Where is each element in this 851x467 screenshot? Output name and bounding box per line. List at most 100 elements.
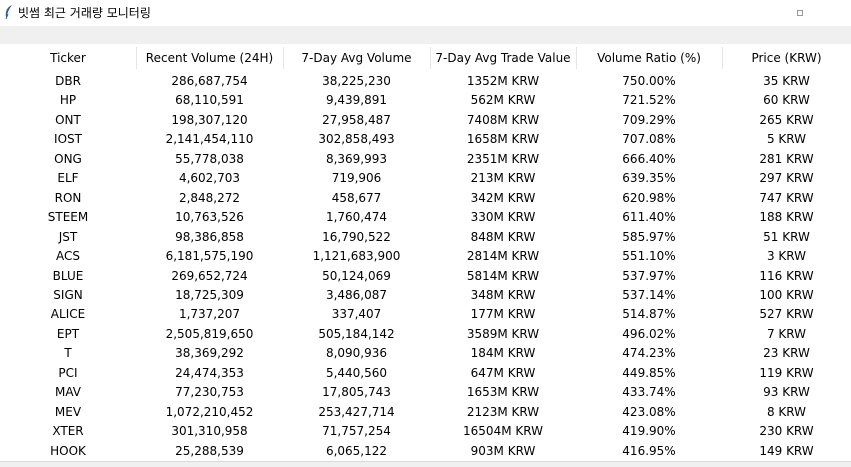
table-row[interactable]: ONT 198,307,120 27,958,487 7408M KRW 709.29%…: [0, 111, 851, 130]
column-header-avg-volume[interactable]: 7-Day Avg Volume: [301, 51, 412, 65]
cell-volume-ratio: 423.08%: [622, 404, 676, 419]
cell-avg-volume: 8,369,993: [325, 151, 388, 166]
cell-recent-volume: 10,763,526: [175, 210, 244, 225]
cell-ticker: T: [64, 346, 72, 361]
cell-volume-ratio: 419.90%: [622, 424, 676, 439]
cell-avg-volume: 1,121,683,900: [312, 249, 401, 264]
table-row[interactable]: JST 98,386,858 16,790,522 848M KRW 585.97% 51…: [0, 228, 851, 247]
cell-avg-trade-value: 647M KRW: [470, 365, 536, 380]
feather-icon: [5, 5, 12, 20]
table-row[interactable]: EPT 2,505,819,650 505,184,142 3589M KRW 496.…: [0, 325, 851, 344]
table-row[interactable]: IOST 2,141,454,110 302,858,493 1658M KRW 707…: [0, 130, 851, 149]
table-row[interactable]: MAV 77,230,753 17,805,743 1653M KRW 433.74% 9…: [0, 383, 851, 402]
table-row[interactable]: SIGN 18,725,309 3,486,087 348M KRW 537.14% 10…: [0, 286, 851, 305]
column-header-ticker[interactable]: Ticker: [50, 51, 86, 65]
cell-price: 116 KRW: [759, 268, 814, 283]
column-header-price[interactable]: Price (KRW): [751, 51, 822, 65]
cell-ticker: MAV: [54, 385, 81, 400]
table-header: Ticker Recent Volume (24H) 7-Day Avg Vol…: [0, 44, 851, 72]
cell-volume-ratio: 433.74%: [622, 385, 676, 400]
cell-recent-volume: 2,505,819,650: [165, 326, 254, 341]
cell-avg-volume: 505,184,142: [318, 326, 395, 341]
cell-ticker: ELF: [57, 171, 79, 186]
cell-price: 230 KRW: [759, 424, 814, 439]
cell-avg-trade-value: 348M KRW: [470, 287, 536, 302]
cell-price: 119 KRW: [759, 365, 814, 380]
cell-ticker: XTER: [52, 424, 84, 439]
cell-avg-volume: 3,486,087: [325, 287, 388, 302]
cell-volume-ratio: 721.52%: [622, 93, 676, 108]
cell-avg-volume: 8,090,936: [325, 346, 388, 361]
cell-recent-volume: 55,778,038: [175, 151, 244, 166]
column-separator[interactable]: [430, 47, 431, 69]
cell-recent-volume: 98,386,858: [175, 229, 244, 244]
cell-volume-ratio: 639.35%: [622, 171, 676, 186]
cell-volume-ratio: 496.02%: [622, 326, 676, 341]
cell-volume-ratio: 611.40%: [622, 210, 676, 225]
table-row[interactable]: DBR 286,687,754 38,225,230 1352M KRW 750.00%…: [0, 72, 851, 91]
maximize-button[interactable]: [777, 0, 823, 26]
cell-ticker: DBR: [55, 74, 81, 88]
cell-ticker: ONG: [54, 151, 82, 166]
column-header-avg-trade-value[interactable]: 7-Day Avg Trade Value: [435, 51, 571, 65]
cell-recent-volume: 1,072,210,452: [165, 404, 254, 419]
cell-price: 297 KRW: [759, 171, 814, 186]
cell-recent-volume: 24,474,353: [175, 365, 244, 380]
table-row[interactable]: XTER 301,310,958 71,757,254 16504M KRW 419.9…: [0, 422, 851, 441]
cell-avg-trade-value: 213M KRW: [470, 171, 536, 186]
column-header-volume-ratio[interactable]: Volume Ratio (%): [597, 51, 701, 65]
column-header-recent-volume[interactable]: Recent Volume (24H): [145, 51, 274, 65]
column-separator[interactable]: [283, 47, 284, 69]
cell-volume-ratio: 620.98%: [622, 190, 676, 205]
cell-recent-volume: 18,725,309: [175, 287, 244, 302]
cell-price: 35 KRW: [763, 74, 810, 88]
table-row[interactable]: BLUE 269,652,724 50,124,069 5814M KRW 537.97…: [0, 267, 851, 286]
table-row[interactable]: T 38,369,292 8,090,936 184M KRW 474.23% 23 KR…: [0, 344, 851, 363]
cell-price: 5 KRW: [766, 132, 807, 147]
cell-recent-volume: 6,181,575,190: [165, 249, 254, 264]
cell-volume-ratio: 537.14%: [622, 287, 676, 302]
cell-avg-trade-value: 342M KRW: [470, 190, 536, 205]
cell-price: 149 KRW: [759, 443, 814, 458]
table-row[interactable]: ACS 6,181,575,190 1,121,683,900 2814M KRW 55…: [0, 247, 851, 266]
cell-price: 527 KRW: [759, 307, 814, 322]
column-separator[interactable]: [576, 47, 577, 69]
cell-recent-volume: 286,687,754: [171, 74, 248, 88]
horizontal-scrollbar[interactable]: [0, 461, 851, 467]
menu-strip: [0, 26, 851, 44]
cell-price: 3 KRW: [766, 249, 807, 264]
maximize-icon: [797, 10, 803, 16]
cell-avg-trade-value: 5814M KRW: [466, 268, 540, 283]
cell-price: 188 KRW: [759, 210, 814, 225]
table-row[interactable]: HOOK 25,288,539 6,065,122 903M KRW 416.95% 14…: [0, 442, 851, 461]
cell-ticker: HP: [59, 93, 77, 108]
cell-avg-volume: 253,427,714: [318, 404, 395, 419]
cell-ticker: BLUE: [52, 268, 84, 283]
cell-price: 51 KRW: [763, 229, 810, 244]
volume-table[interactable]: Ticker Recent Volume (24H) 7-Day Avg Vol…: [0, 44, 851, 461]
column-separator[interactable]: [136, 47, 137, 69]
table-row[interactable]: PCI 24,474,353 5,440,560 647M KRW 449.85% 119…: [0, 364, 851, 383]
cell-ticker: PCI: [58, 365, 78, 380]
cell-volume-ratio: 750.00%: [622, 74, 676, 88]
cell-ticker: SIGN: [53, 287, 83, 302]
cell-ticker: ALICE: [50, 307, 86, 322]
cell-ticker: RON: [54, 190, 82, 205]
cell-recent-volume: 269,652,724: [171, 268, 248, 283]
table-row[interactable]: ONG 55,778,038 8,369,993 2351M KRW 666.40% 28…: [0, 150, 851, 169]
cell-avg-volume: 17,805,743: [322, 385, 391, 400]
cell-price: 281 KRW: [759, 151, 814, 166]
table-row[interactable]: RON 2,848,272 458,677 342M KRW 620.98% 747 KR…: [0, 189, 851, 208]
cell-recent-volume: 198,307,120: [171, 112, 248, 127]
cell-avg-volume: 6,065,122: [325, 443, 388, 458]
table-row[interactable]: MEV 1,072,210,452 253,427,714 2123M KRW 423.…: [0, 403, 851, 422]
cell-price: 8 KRW: [766, 404, 807, 419]
cell-avg-trade-value: 1653M KRW: [466, 385, 540, 400]
table-row[interactable]: ALICE 1,737,207 337,407 177M KRW 514.87% 527 …: [0, 305, 851, 324]
column-separator[interactable]: [722, 47, 723, 69]
table-row[interactable]: HP 68,110,591 9,439,891 562M KRW 721.52% 60 K…: [0, 91, 851, 110]
table-row[interactable]: STEEM 10,763,526 1,760,474 330M KRW 611.40% 1…: [0, 208, 851, 227]
table-row[interactable]: ELF 4,602,703 719,906 213M KRW 639.35% 297 KR…: [0, 169, 851, 188]
cell-price: 93 KRW: [763, 385, 810, 400]
cell-ticker: IOST: [54, 132, 82, 147]
